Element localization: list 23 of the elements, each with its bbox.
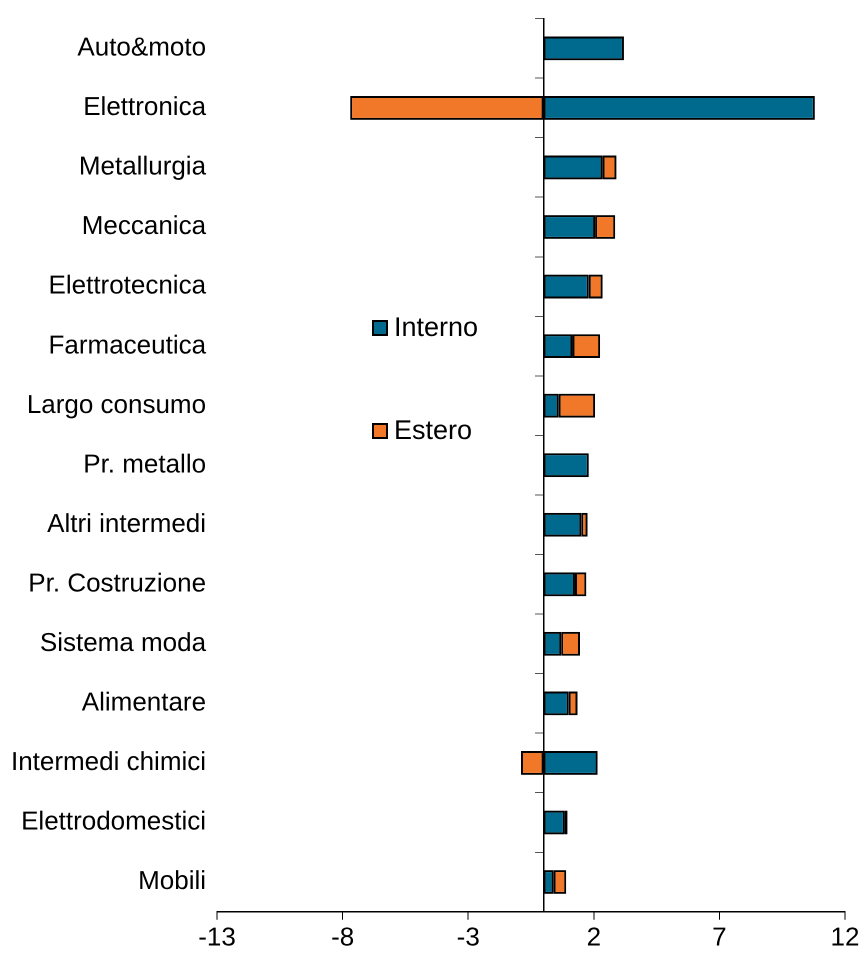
y-tick-label: Alimentare bbox=[82, 686, 206, 717]
y-tick-label: Elettrotecnica bbox=[48, 270, 207, 300]
y-tick-label: Pr. Costruzione bbox=[28, 567, 206, 598]
y-tick-label: Elettrodomestici bbox=[21, 806, 206, 836]
x-tick-label: 2 bbox=[586, 922, 602, 952]
y-tick-label: Farmaceutica bbox=[48, 329, 207, 360]
y-tick-label: Altri intermedi bbox=[47, 508, 206, 538]
x-tick-label: 7 bbox=[712, 922, 727, 952]
y-tick-label: Mobili bbox=[138, 865, 206, 896]
x-tick-label: -3 bbox=[456, 922, 480, 952]
y-tick-label: Metallurgia bbox=[78, 150, 207, 181]
x-tick-label: -8 bbox=[331, 922, 354, 952]
y-tick-label: Auto&moto bbox=[77, 32, 206, 62]
y-tick-label: Intermedi chimici bbox=[10, 746, 206, 776]
legend-label: Interno bbox=[394, 312, 478, 343]
x-tick-label: -13 bbox=[198, 922, 236, 952]
y-tick-label: Sistema moda bbox=[40, 627, 207, 658]
y-tick-label: Largo consumo bbox=[26, 388, 206, 419]
y-tick-label: Meccanica bbox=[82, 210, 207, 240]
legend-label: Estero bbox=[394, 415, 472, 446]
y-tick-label: Elettronica bbox=[83, 91, 207, 122]
y-tick-label: Pr. metallo bbox=[83, 448, 206, 478]
x-tick-label: 12 bbox=[830, 922, 860, 952]
